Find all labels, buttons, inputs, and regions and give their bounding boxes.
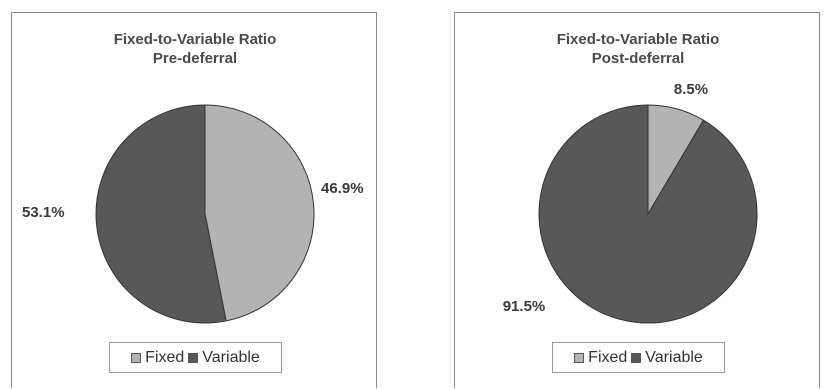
- chart-panel-pre-deferral: Fixed-to-Variable Ratio Pre-deferral 46.…: [11, 12, 377, 388]
- legend-label-fixed: Fixed: [588, 348, 628, 366]
- chart-title-line-2: Pre-deferral: [153, 50, 237, 67]
- legend: Fixed Variable: [552, 342, 725, 373]
- pie-chart-post-deferral: Fixed-to-Variable Ratio Post-deferral 8.…: [503, 31, 758, 324]
- legend-swatch-fixed: [131, 352, 142, 363]
- legend-label-variable: Variable: [645, 348, 703, 366]
- pie-slice-variable: [95, 104, 227, 324]
- chart-title-line-1: Fixed-to-Variable Ratio: [557, 31, 720, 48]
- legend-item-fixed: Fixed: [574, 349, 627, 367]
- legend-swatch-variable: [188, 352, 199, 363]
- chart-title-line-1: Fixed-to-Variable Ratio: [114, 31, 277, 48]
- legend-label-variable: Variable: [202, 348, 260, 366]
- legend-item-variable: Variable: [188, 349, 260, 367]
- pie-chart-pre-deferral: Fixed-to-Variable Ratio Pre-deferral 46.…: [22, 31, 364, 324]
- slice-label-variable: 91.5%: [503, 298, 546, 315]
- pie-slice-fixed: [204, 104, 315, 322]
- legend-item-fixed: Fixed: [131, 349, 184, 367]
- chart-title-line-2: Post-deferral: [592, 50, 685, 67]
- legend-item-variable: Variable: [631, 349, 703, 367]
- legend-swatch-fixed: [574, 352, 585, 363]
- slice-label-fixed: 46.9%: [321, 180, 364, 197]
- legend-label-fixed: Fixed: [145, 348, 185, 366]
- legend: Fixed Variable: [109, 342, 282, 373]
- pie-slice-variable: [538, 104, 758, 324]
- chart-panel-post-deferral: Fixed-to-Variable Ratio Post-deferral 8.…: [454, 12, 820, 388]
- slice-label-fixed: 8.5%: [674, 81, 708, 98]
- legend-swatch-variable: [631, 352, 642, 363]
- slice-label-variable: 53.1%: [22, 204, 65, 221]
